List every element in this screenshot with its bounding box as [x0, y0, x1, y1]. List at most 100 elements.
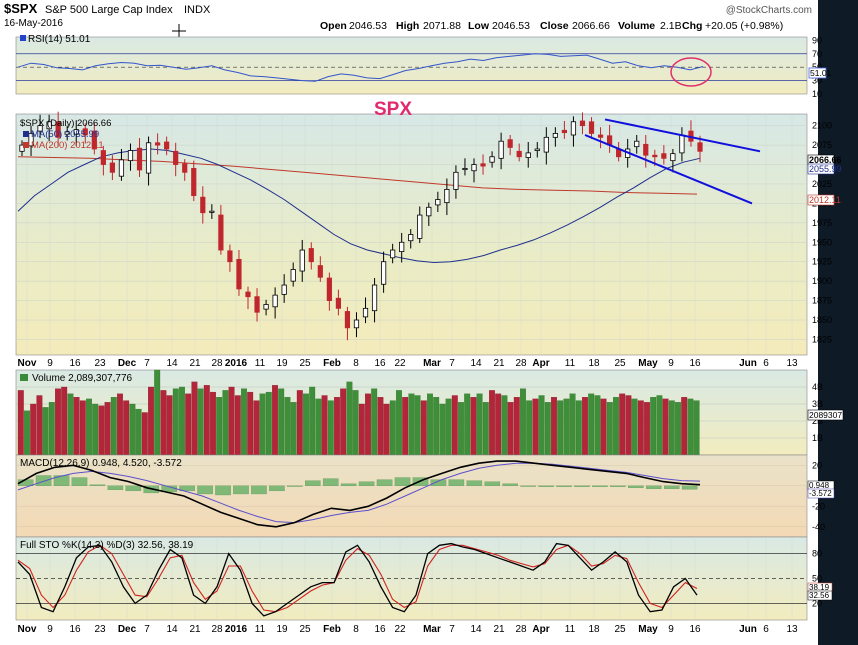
candle-body	[390, 249, 396, 259]
volume-legend: Volume 2,089,307,776	[20, 373, 133, 384]
macd-histogram-bar	[592, 485, 608, 487]
volume-bar	[73, 397, 80, 456]
chart-date: 16-May-2016	[4, 18, 63, 29]
candle-body	[661, 153, 667, 159]
crosshair-cursor-icon	[172, 24, 186, 38]
candle-body	[507, 139, 513, 148]
volume-bar	[42, 407, 49, 456]
volume-value: 2.1B	[660, 20, 682, 32]
date-tick-label: 25	[299, 624, 311, 635]
macd-histogram-bar	[663, 485, 680, 489]
macd-value-tag: 0.948	[809, 481, 830, 490]
open-value: 2046.53	[349, 20, 387, 32]
date-tick-label: Dec	[118, 358, 137, 369]
candle-body	[417, 214, 423, 239]
candle-body	[670, 153, 676, 162]
date-axis-bottom: Nov 9 16 23 Dec 7 14 21 28 2016 11 19 25 Feb 8 16 22 Mar 7…	[18, 624, 798, 635]
macd-histogram-bar	[574, 485, 590, 487]
candle-body	[317, 265, 323, 278]
rsi-tick-label: 70	[812, 49, 822, 59]
candle-body	[471, 164, 477, 172]
volume-bar	[526, 400, 533, 456]
date-tick-label: 9	[47, 624, 53, 635]
candle-body	[118, 159, 125, 177]
date-tick-label: 7	[144, 358, 150, 369]
volume-bar	[433, 397, 440, 456]
volume-bar	[458, 402, 464, 456]
date-tick-label: 9	[47, 358, 53, 369]
candle-body	[652, 154, 658, 158]
macd-histogram-bar	[107, 485, 124, 490]
price-tick-label: 2100	[812, 121, 832, 131]
macd-lines	[17, 460, 701, 528]
stochastic-tick-label: 50	[812, 574, 822, 584]
date-tick-label: 25	[299, 358, 311, 369]
candle-body	[191, 168, 197, 197]
macd-histogram-bar	[681, 485, 698, 490]
macd-histogram-bar	[269, 485, 285, 492]
volume-bar	[650, 397, 657, 456]
candle-body	[200, 196, 206, 214]
macd-histogram-bar	[628, 485, 644, 488]
volume-bar	[290, 402, 297, 456]
date-tick-label: May	[638, 358, 658, 369]
macd-histogram-bar	[358, 481, 375, 486]
date-tick-label: 13	[786, 358, 798, 369]
date-tick-label: 7	[144, 624, 150, 635]
volume-bar	[117, 393, 123, 456]
ma200-swatch	[23, 142, 29, 148]
candle-body	[19, 144, 25, 152]
candle-body	[444, 189, 450, 204]
volume-bar	[575, 400, 582, 456]
close-label: Close	[540, 20, 569, 32]
trendline	[584, 134, 753, 205]
volume-tick-label: 2B	[812, 416, 823, 426]
volume-bar	[160, 390, 167, 456]
rsi-plot	[17, 53, 704, 82]
macd-tags: 0.948 -3.572	[807, 480, 835, 499]
macd-histogram-bar	[251, 485, 267, 495]
price-tick-label: 1900	[812, 276, 832, 286]
symbol-label: $SPX	[4, 1, 38, 16]
candle-body	[290, 269, 296, 282]
date-tick-label: 18	[588, 624, 600, 635]
close-value: 2066.66	[572, 20, 610, 32]
candle-body	[335, 297, 342, 309]
volume-bar	[402, 397, 409, 456]
macd-histogram-bar	[484, 481, 501, 486]
volume-bar	[551, 397, 557, 456]
open-label: Open	[320, 20, 347, 32]
macd-histogram-bar	[197, 485, 213, 495]
price-tick-label: 1875	[812, 296, 832, 306]
macd-tick-label: 20	[812, 460, 822, 470]
candle-body	[55, 121, 61, 138]
candle-body	[543, 136, 549, 153]
date-tick-label: 8	[353, 624, 359, 635]
date-axis-top: Nov 9 16 23 Dec 7 14 21 28 2016 11 19 25 Feb 8 16 22 Mar 7…	[18, 358, 798, 369]
price-title: $SPX (Daily) 2066.66	[20, 118, 111, 129]
macd-histogram-bar	[322, 478, 339, 486]
date-tick-label: 14	[166, 358, 178, 369]
date-tick-label: 28	[211, 624, 223, 635]
date-tick-label: Jun	[739, 358, 757, 369]
volume-bar	[327, 400, 334, 456]
volume-bar	[476, 393, 483, 456]
stochastic-tick-label: 80	[812, 549, 822, 559]
candle-body	[362, 307, 369, 318]
price-tick-label: 1975	[812, 218, 832, 228]
macd-histogram-bar	[53, 475, 70, 486]
volume-bar	[241, 388, 247, 456]
volume-tick-label: 1B	[812, 433, 823, 443]
volume-bar	[191, 381, 198, 456]
price-tick-label: 2075	[812, 140, 832, 150]
volume-current-value: 2089307	[809, 410, 842, 420]
stochastic-k-line	[17, 542, 698, 617]
volume-bar	[98, 405, 105, 456]
volume-bar	[594, 395, 601, 456]
volume-bar	[693, 400, 700, 456]
volume-bar	[451, 395, 458, 456]
stochastic-d-line	[17, 544, 698, 613]
volume-bar	[234, 395, 241, 456]
volume-bar	[123, 400, 130, 456]
volume-bar	[371, 388, 378, 456]
